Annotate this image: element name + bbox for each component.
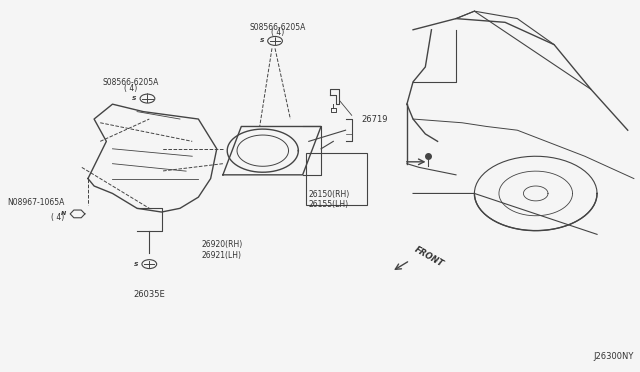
Text: S: S — [132, 96, 136, 101]
Text: 26719: 26719 — [361, 115, 387, 124]
Text: 26155(LH): 26155(LH) — [308, 200, 349, 209]
Text: 26920(RH): 26920(RH) — [202, 240, 243, 249]
Text: N08967-1065A: N08967-1065A — [7, 198, 65, 207]
Text: ( 4): ( 4) — [271, 28, 285, 37]
Text: N: N — [61, 211, 67, 217]
Text: S: S — [134, 262, 138, 267]
Bar — [306, 153, 367, 205]
Text: 26921(LH): 26921(LH) — [202, 251, 241, 260]
Text: FRONT: FRONT — [413, 245, 445, 269]
Text: S08566-6205A: S08566-6205A — [102, 78, 159, 87]
Text: 26035E: 26035E — [133, 290, 165, 299]
Text: ( 4): ( 4) — [51, 213, 65, 222]
Text: S: S — [259, 38, 264, 44]
Text: ( 4): ( 4) — [124, 84, 138, 93]
Text: S08566-6205A: S08566-6205A — [250, 23, 307, 32]
Text: J26300NY: J26300NY — [593, 352, 634, 361]
Text: 26150(RH): 26150(RH) — [308, 190, 350, 199]
